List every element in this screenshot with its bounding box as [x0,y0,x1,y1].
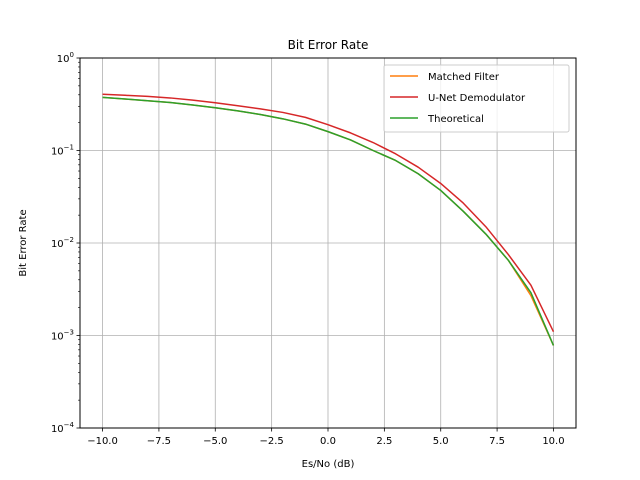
x-axis-label: Es/No (dB) [302,459,355,470]
y-tick-label: 10−1 [51,144,74,158]
x-tick-label: −5.0 [203,436,227,447]
legend-entry: Matched Filter [428,72,500,83]
y-tick-label: 10−2 [51,236,74,250]
legend-frame [383,64,570,133]
y-tick-label: 100 [57,51,74,65]
y-axis-ticks: 10−4 10−3 10−2 10−1 100 [51,51,80,435]
legend-entry: Theoretical [427,114,484,125]
x-tick-label: 7.5 [489,436,505,447]
chart-title: Bit Error Rate [288,38,369,52]
x-tick-label: 2.5 [376,436,392,447]
series-layer [102,93,555,346]
x-tick-label: 10.0 [542,436,564,447]
y-axis-label: Bit Error Rate [18,209,29,276]
series-line-u-net-demodulator [102,93,555,332]
y-tick-label: 10−4 [51,421,75,435]
legend-items: Matched Filter U-Net Demodulator Theoretic… [390,72,526,125]
x-axis-ticks: −10.0 −7.5 −5.0 −2.5 0.0 2.5 5.0 7.5 10.0 [87,428,565,447]
legend-entry: U-Net Demodulator [428,93,526,104]
x-tick-label: 5.0 [433,436,449,447]
x-tick-label: 0.0 [320,436,336,447]
y-tick-label: 10−3 [51,329,74,343]
x-tick-label: −7.5 [147,436,171,447]
legend: Matched Filter U-Net Demodulator Theoretic… [383,64,570,133]
x-tick-label: −10.0 [87,436,118,447]
series-line-theoretical [102,96,555,346]
x-tick-label: −2.5 [259,436,283,447]
